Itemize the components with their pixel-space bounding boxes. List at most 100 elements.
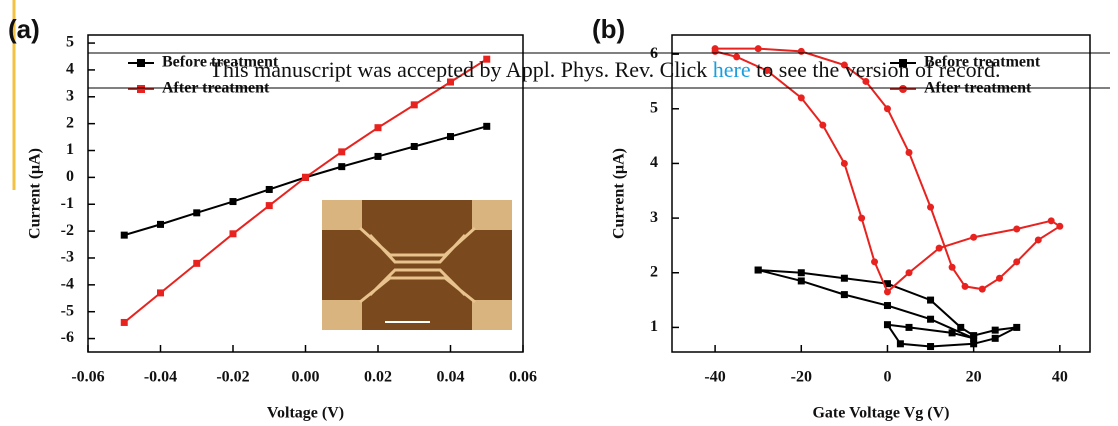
marker: [1013, 258, 1021, 266]
y-tick-label: -5: [61, 302, 74, 319]
marker: [883, 302, 891, 310]
y-tick-label: 1: [66, 141, 74, 158]
legend-marker: [899, 59, 907, 67]
legend-marker: [899, 85, 907, 93]
marker: [410, 101, 418, 109]
x-tick-label: -0.04: [144, 369, 177, 386]
marker: [840, 291, 848, 299]
marker: [948, 263, 956, 271]
marker: [733, 53, 741, 61]
marker: [265, 185, 273, 193]
x-axis-title: Voltage (V): [267, 405, 344, 422]
banner: This manuscript was accepted by Appl. Ph…: [88, 52, 1110, 89]
marker: [483, 55, 491, 63]
charts: -0.06 -0.04 -0.02 0.00 0.02 0.04 0.06 -6 -5 -4 -3 -…: [8, 14, 1091, 422]
marker: [948, 329, 956, 337]
marker: [819, 121, 827, 129]
x-tick-label: 20: [966, 369, 982, 386]
y-tick-label: 5: [66, 34, 74, 51]
marker: [1013, 225, 1021, 233]
marker: [374, 152, 382, 160]
y-tick-label: 2: [650, 263, 658, 280]
marker: [840, 159, 848, 167]
marker: [338, 148, 346, 156]
y-axis-title: Current (μA): [27, 148, 44, 239]
marker: [1034, 236, 1042, 244]
marker: [905, 323, 913, 331]
x-tick-label: -0.06: [71, 369, 104, 386]
marker: [157, 289, 164, 297]
marker: [978, 285, 986, 293]
y-tick-label: 1: [650, 318, 658, 335]
banner-link[interactable]: here: [713, 57, 751, 82]
marker: [338, 163, 346, 171]
x-tick-label: 0.04: [437, 369, 465, 386]
marker: [896, 340, 904, 348]
panel-label: (a): [8, 14, 40, 44]
marker: [754, 45, 762, 53]
x-axis-title: Gate Voltage Vg (V): [812, 405, 949, 422]
marker: [996, 274, 1004, 282]
marker: [1013, 323, 1021, 331]
marker: [711, 47, 719, 55]
marker: [858, 214, 866, 222]
marker: [970, 340, 978, 348]
x-tick-label: 0.00: [292, 369, 320, 386]
marker: [447, 133, 454, 141]
marker: [1047, 217, 1055, 225]
marker: [193, 259, 201, 267]
y-tick-label: 5: [650, 99, 658, 116]
marker: [483, 122, 491, 130]
marker: [927, 315, 935, 323]
y-tick-label: -2: [61, 222, 74, 239]
y-tick-label: 4: [650, 154, 658, 171]
marker: [410, 142, 418, 150]
marker: [229, 230, 237, 238]
x-tick-label: 0.02: [364, 369, 392, 386]
x-tick-label: -40: [704, 369, 725, 386]
marker: [840, 274, 848, 282]
series-line: [757, 269, 1018, 348]
y-tick-label: 4: [66, 61, 74, 78]
marker: [883, 288, 891, 296]
marker: [265, 202, 273, 210]
marker: [970, 233, 978, 241]
marker: [871, 258, 879, 266]
banner-text: This manuscript was accepted by Appl. Ph…: [210, 57, 1001, 82]
inset-image: [322, 200, 512, 330]
marker: [797, 277, 805, 285]
marker: [927, 203, 935, 211]
marker: [970, 334, 978, 342]
marker: [927, 296, 935, 304]
marker: [797, 94, 805, 102]
x-tick-label: 0: [883, 369, 891, 386]
y-tick-label: -3: [61, 249, 74, 266]
marker: [991, 334, 999, 342]
marker: [961, 282, 969, 290]
marker: [905, 149, 913, 157]
marker: [763, 67, 771, 75]
banner-after: to see the version of record.: [756, 57, 1000, 82]
y-tick-label: -1: [61, 195, 74, 212]
x-tick-label: 40: [1052, 369, 1068, 386]
marker: [797, 269, 805, 277]
marker: [991, 326, 999, 334]
marker: [935, 244, 943, 252]
legend-marker: [137, 85, 145, 93]
y-tick-label: 3: [650, 209, 658, 226]
y-tick-label: -6: [61, 329, 74, 346]
marker: [840, 61, 848, 69]
marker: [862, 77, 870, 85]
y-tick-label: -4: [61, 276, 74, 293]
marker: [797, 47, 805, 55]
y-tick-label: 2: [66, 114, 74, 131]
plot-frame: [671, 34, 1091, 353]
marker: [120, 231, 128, 239]
marker: [883, 280, 891, 288]
banner-before: This manuscript was accepted by Appl. Ph…: [210, 57, 708, 82]
legend-label: Before treatment: [162, 54, 279, 71]
marker: [905, 269, 913, 277]
marker: [927, 343, 935, 351]
x-tick-label: 0.06: [509, 369, 537, 386]
